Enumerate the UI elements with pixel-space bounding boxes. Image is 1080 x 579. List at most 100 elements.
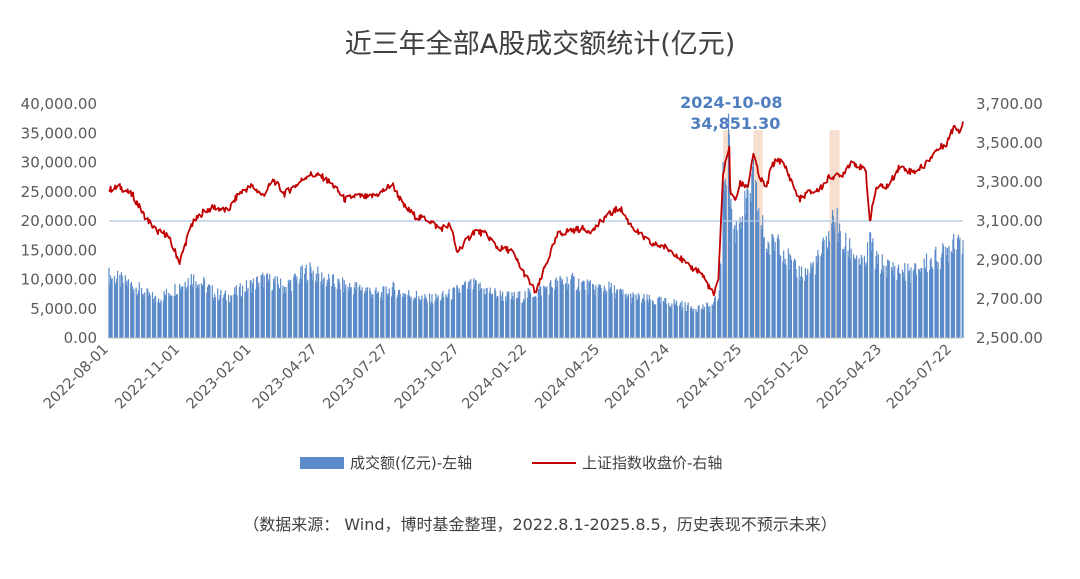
right-tick-label: 2,700.00 [976,290,1043,308]
volume-bar [675,300,678,338]
volume-bar [828,231,830,338]
volume-bar [309,262,311,338]
volume-bar [370,297,373,338]
left-tick-label: 10,000.00 [21,271,97,289]
volume-bar [627,294,629,338]
volume-bar [534,296,536,338]
volume-bar [845,232,847,338]
volume-bar [348,290,350,338]
volume-bar [538,290,540,338]
volume-bar [321,272,323,338]
volume-bar [443,297,445,338]
volume-bar [692,311,694,338]
volume-bar [463,282,466,338]
volume-bar [771,233,773,338]
volume-bar [945,247,947,338]
volume-bar [154,295,157,338]
volume-bar [506,291,508,338]
volume-bar [365,287,367,338]
volume-bar [959,237,961,338]
legend-label-index: 上证指数收盘价-右轴 [582,454,723,472]
volume-bar [269,274,271,338]
volume-bar [561,279,563,338]
volume-bar [490,293,492,338]
volume-bar [883,265,885,338]
volume-bar [919,272,921,338]
volume-bar [300,278,303,338]
volume-bar [473,278,475,338]
volume-bar [814,274,817,338]
volume-bar [821,253,823,338]
volume-bar [284,291,286,338]
volume-bar [447,293,449,338]
volume-bar [361,287,363,338]
volume-bar [701,308,703,338]
left-tick-label: 40,000.00 [21,95,97,113]
volume-bar [453,287,455,338]
volume-bar [175,295,177,338]
volume-bar [304,268,307,338]
volume-bar [537,288,539,338]
volume-bar [372,294,374,338]
volume-bar [213,299,215,338]
volume-bar [214,297,216,338]
volume-bar [289,283,291,338]
volume-bar [252,278,255,338]
volume-bar [866,264,868,338]
volume-bar [725,184,727,338]
legend-swatch-bar [300,456,344,469]
volume-bar [676,306,678,338]
volume-bar [445,294,447,338]
volume-bar [397,294,399,338]
volume-bar [597,287,599,338]
volume-bar [398,289,400,338]
volume-bar [904,263,906,338]
volume-bar [838,223,841,338]
volume-bar [778,239,780,338]
volume-bar [440,299,442,338]
volume-bar [360,291,362,338]
volume-bar [147,295,150,338]
volume-bar [587,294,589,338]
volume-bar [626,299,628,338]
x-tick-label: 2024-04-25 [532,342,603,413]
volume-bar [120,286,122,338]
volume-bar [693,308,695,338]
volume-bar [133,288,135,338]
volume-bar [219,295,221,338]
volume-bar [865,262,867,338]
volume-bar [262,272,264,338]
volume-bar [568,283,570,338]
volume-bar [913,268,915,338]
volume-bar [903,277,905,338]
volume-bar [600,288,602,338]
volume-bar [654,303,656,338]
volume-bar [793,258,796,338]
volume-bar [613,285,616,338]
volume-bar [148,292,150,338]
volume-bar [892,262,894,338]
volume-bar [345,284,347,338]
volume-bar [179,284,181,338]
volume-bar [283,286,286,338]
volume-bar [961,253,963,338]
volume-bar [255,289,257,338]
volume-bar [915,263,917,338]
volume-bar [418,296,420,338]
volume-bar [425,296,427,338]
volume-bar [114,285,116,338]
volume-bar [779,254,781,338]
volume-bar [283,293,285,338]
volume-bar [523,300,525,338]
volume-bar [785,264,787,338]
volume-bar [662,300,664,338]
volume-bar [723,181,725,338]
volume-bar [158,302,161,338]
volume-bar [817,249,819,338]
x-axis-ticks: 2022-08-01 2022-11-01 2023-02-012023-04-27… [41,342,955,413]
volume-bar [946,247,949,338]
volume-bar [377,293,379,338]
volume-bar [527,287,529,338]
volume-bar [141,287,143,338]
volume-bar [312,270,314,338]
